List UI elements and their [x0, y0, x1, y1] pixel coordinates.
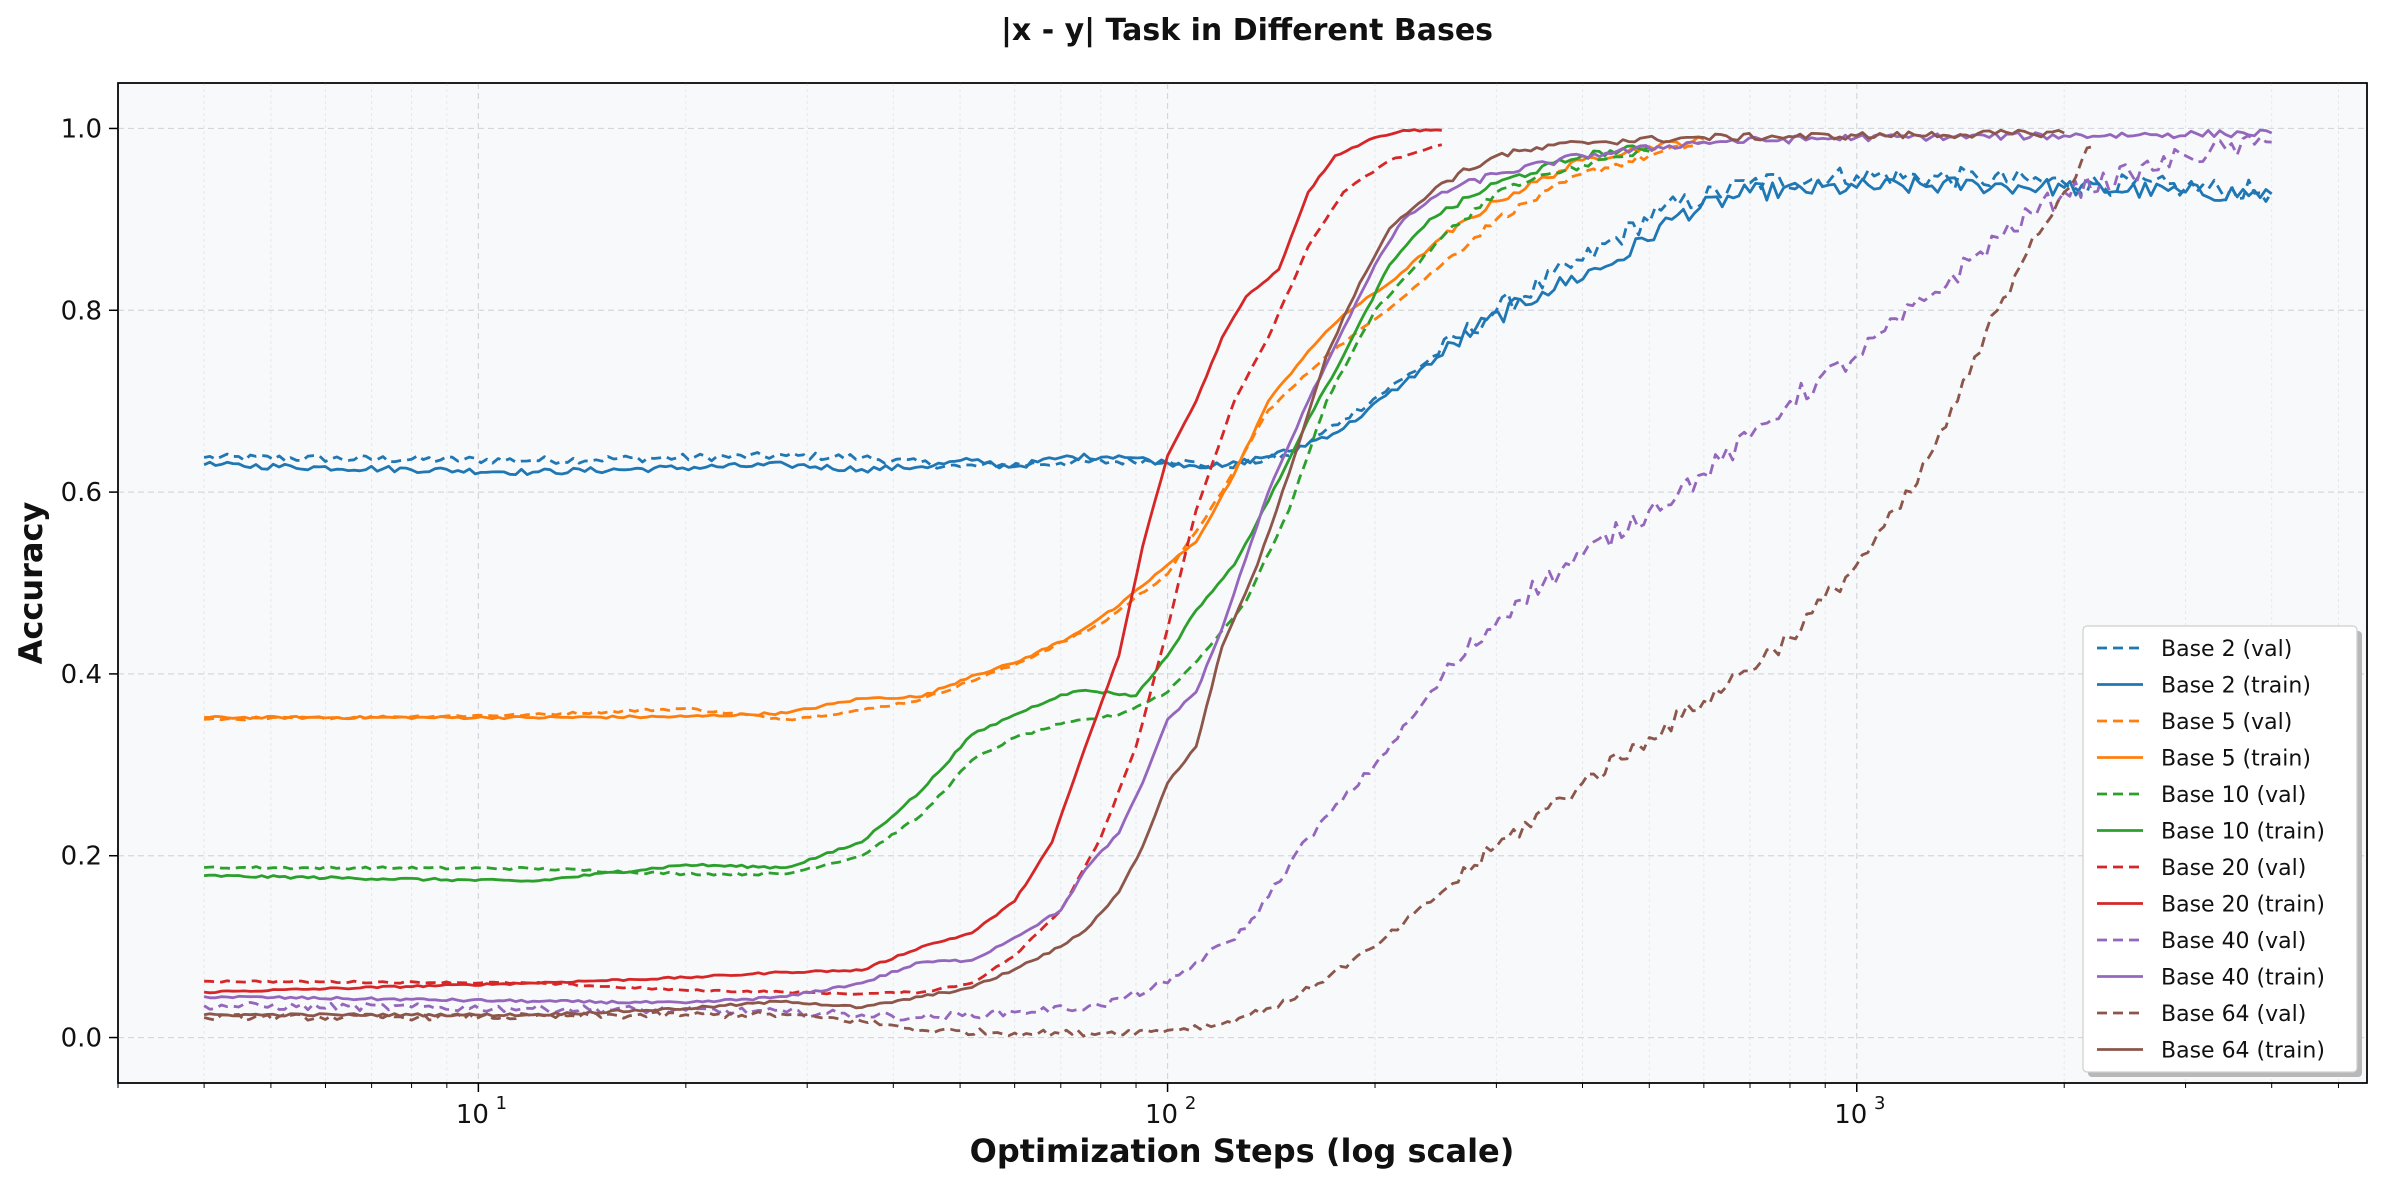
y-axis-ticks: 0.0 0.2 0.4 0.6 0.8 1.0 — [61, 114, 118, 1054]
legend-label: Base 40 (train) — [2161, 966, 2325, 991]
series-line — [203, 128, 1442, 995]
series-line — [203, 128, 2273, 1005]
legend-label: Base 64 (val) — [2161, 1002, 2306, 1027]
x-tick-label: 10 — [1834, 1100, 1867, 1130]
y-tick-label: 0.0 — [61, 1024, 102, 1054]
legend-label: Base 20 (train) — [2161, 893, 2325, 918]
x-tick-label: 10 — [456, 1100, 489, 1130]
legend-label: Base 2 (val) — [2161, 637, 2292, 662]
legend-label: Base 10 (train) — [2161, 820, 2325, 845]
x-axis-ticks: 10 1 10 2 10 3 — [117, 1083, 2339, 1130]
y-tick-label: 0.8 — [61, 296, 102, 326]
legend: Base 2 (val) Base 2 (train) Base 5 (val) Ba… — [2082, 625, 2362, 1077]
x-tick-exponent: 2 — [1185, 1093, 1196, 1114]
y-tick-label: 0.2 — [61, 842, 102, 872]
series-line — [203, 128, 2065, 1018]
legend-label: Base 64 (train) — [2161, 1039, 2325, 1064]
x-tick-exponent: 1 — [496, 1093, 507, 1114]
chart-title: |x - y| Task in Different Bases — [1001, 13, 1493, 48]
legend-label: Base 40 (val) — [2161, 929, 2306, 954]
legend-label: Base 10 (val) — [2161, 783, 2306, 808]
x-tick-exponent: 3 — [1874, 1093, 1885, 1114]
plot-frame — [117, 82, 2368, 1084]
y-tick-label: 0.4 — [61, 660, 102, 690]
legend-label: Base 5 (val) — [2161, 710, 2292, 735]
x-tick-label: 10 — [1145, 1100, 1178, 1130]
y-axis-label: Accuracy — [12, 502, 50, 665]
series-line — [204, 140, 1705, 722]
x-axis-label: Optimization Steps (log scale) — [970, 1132, 1515, 1170]
plot-area — [117, 82, 2368, 1084]
legend-label: Base 5 (train) — [2161, 747, 2311, 772]
series-layer — [203, 128, 2273, 1038]
series-line — [204, 148, 1650, 877]
y-tick-label: 1.0 — [61, 114, 102, 144]
legend-box — [2082, 625, 2358, 1073]
series-line — [204, 143, 1443, 996]
series-line — [203, 176, 2273, 476]
y-tick-label: 0.6 — [61, 478, 102, 508]
legend-label: Base 2 (train) — [2161, 674, 2311, 699]
legend-label: Base 20 (val) — [2161, 856, 2306, 881]
series-line — [203, 144, 1651, 883]
grid-major — [118, 83, 2367, 1083]
